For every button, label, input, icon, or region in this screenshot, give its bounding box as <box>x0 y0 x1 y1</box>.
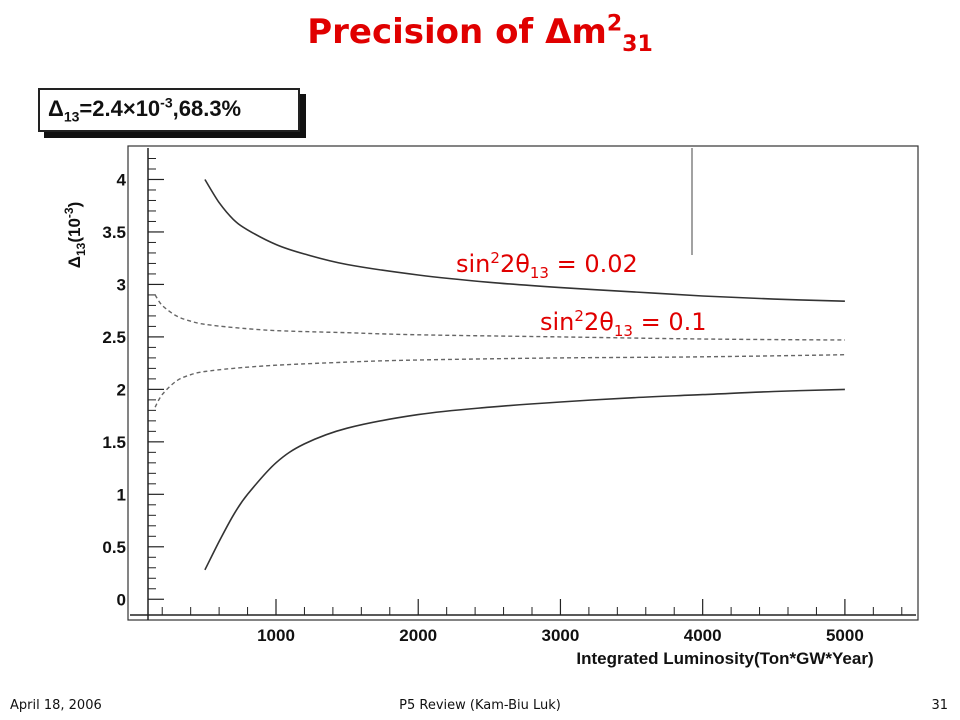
y-tick-label: 0 <box>117 590 126 609</box>
y-tick-label: 3.5 <box>102 223 126 242</box>
y-tick-label: 3 <box>117 275 126 294</box>
footer-center: P5 Review (Kam-Biu Luk) <box>399 698 561 713</box>
footer-date: April 18, 2006 <box>10 698 102 713</box>
y-tick-label: 2.5 <box>102 328 126 347</box>
solid-curve-3 <box>204 388 845 571</box>
y-tick-label: 4 <box>117 170 127 189</box>
dashed-curve-1 <box>154 294 845 341</box>
x-tick-label: 2000 <box>399 626 437 645</box>
plot-frame <box>127 145 919 621</box>
legend-box: Δ13=2.4×10-3,68.3% <box>38 88 300 132</box>
x-tick-label: 4000 <box>684 626 722 645</box>
y-tick-label: 0.5 <box>102 538 126 557</box>
x-axis-title: Integrated Luminosity(Ton*GW*Year) <box>576 649 873 668</box>
x-tick-label: 1000 <box>257 626 295 645</box>
footer-page-number: 31 <box>931 698 948 713</box>
label-sin2-01: sin22θ13 = 0.1 <box>540 307 707 340</box>
y-tick-label: 1 <box>117 485 126 504</box>
solid-curve-0 <box>204 179 845 302</box>
y-axis-title: Δ13(10-3) <box>62 202 88 269</box>
label-sin2-002: sin22θ13 = 0.02 <box>456 249 638 282</box>
legend-text: Δ13=2.4×10-3,68.3% <box>48 94 242 125</box>
y-tick-label: 2 <box>117 380 126 399</box>
x-tick-label: 3000 <box>542 626 580 645</box>
y-tick-label: 1.5 <box>102 433 126 452</box>
x-tick-label: 5000 <box>826 626 864 645</box>
dashed-curve-2 <box>154 354 845 408</box>
slide-title: Precision of Δm231 <box>307 11 653 57</box>
